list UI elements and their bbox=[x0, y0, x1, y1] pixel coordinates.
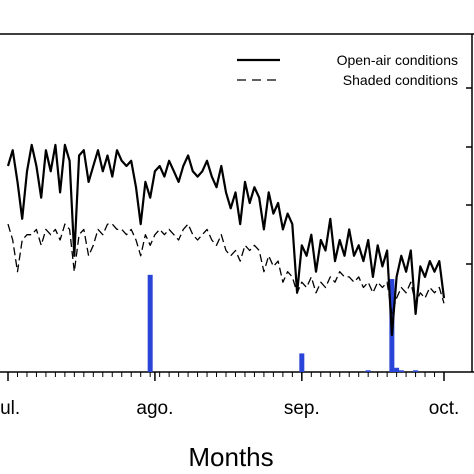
shaded-line bbox=[7, 223, 445, 315]
legend: Open-air conditions Shaded conditions bbox=[237, 52, 458, 88]
x-tick-label: ago. bbox=[136, 398, 173, 419]
x-axis-title: Months bbox=[188, 442, 273, 472]
x-tick-label: jul. bbox=[0, 398, 20, 419]
rain-bar bbox=[365, 370, 371, 372]
rain-bars bbox=[147, 274, 419, 372]
rain-bar bbox=[299, 353, 305, 372]
x-tick-labels: jul. ago. sep. oct. bbox=[0, 398, 459, 419]
legend-label: Shaded conditions bbox=[343, 72, 458, 88]
rain-bar bbox=[398, 370, 404, 372]
x-tick-label: sep. bbox=[284, 398, 320, 419]
rain-bar bbox=[413, 370, 419, 372]
series-lines bbox=[6, 143, 446, 337]
legend-label: Open-air conditions bbox=[337, 52, 458, 68]
x-tick-label: oct. bbox=[429, 398, 460, 419]
rain-bar bbox=[147, 274, 153, 372]
rain-bar bbox=[394, 367, 400, 372]
open-air-line bbox=[6, 143, 446, 337]
axis-ticks bbox=[7, 87, 472, 381]
